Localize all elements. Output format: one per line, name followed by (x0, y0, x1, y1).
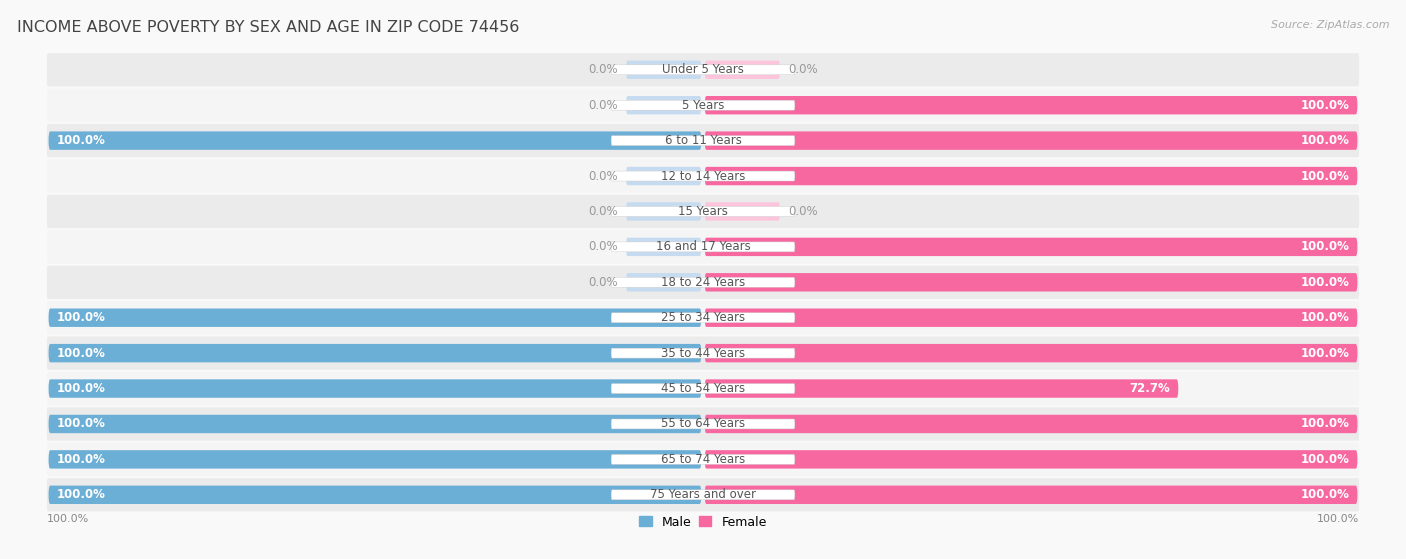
FancyBboxPatch shape (46, 443, 1360, 476)
Text: 72.7%: 72.7% (1129, 382, 1170, 395)
FancyBboxPatch shape (704, 238, 1357, 256)
FancyBboxPatch shape (612, 419, 794, 429)
FancyBboxPatch shape (46, 195, 1360, 228)
Text: 100.0%: 100.0% (1301, 169, 1350, 183)
Text: 100.0%: 100.0% (1301, 99, 1350, 112)
Text: 65 to 74 Years: 65 to 74 Years (661, 453, 745, 466)
FancyBboxPatch shape (704, 344, 1357, 362)
FancyBboxPatch shape (49, 486, 702, 504)
FancyBboxPatch shape (626, 273, 702, 291)
FancyBboxPatch shape (704, 309, 1357, 327)
FancyBboxPatch shape (626, 238, 702, 256)
Text: 0.0%: 0.0% (588, 169, 617, 183)
FancyBboxPatch shape (612, 65, 794, 75)
Text: 35 to 44 Years: 35 to 44 Years (661, 347, 745, 359)
Text: 12 to 14 Years: 12 to 14 Years (661, 169, 745, 183)
FancyBboxPatch shape (612, 136, 794, 145)
Text: 100.0%: 100.0% (56, 311, 105, 324)
FancyBboxPatch shape (612, 242, 794, 252)
Text: 16 and 17 Years: 16 and 17 Years (655, 240, 751, 253)
FancyBboxPatch shape (46, 301, 1360, 334)
Text: 100.0%: 100.0% (56, 418, 105, 430)
Text: 0.0%: 0.0% (588, 240, 617, 253)
FancyBboxPatch shape (612, 383, 794, 394)
FancyBboxPatch shape (46, 230, 1360, 263)
Text: 0.0%: 0.0% (588, 63, 617, 76)
Text: 6 to 11 Years: 6 to 11 Years (665, 134, 741, 147)
Text: 15 Years: 15 Years (678, 205, 728, 218)
FancyBboxPatch shape (612, 277, 794, 287)
Text: 0.0%: 0.0% (588, 205, 617, 218)
Text: 100.0%: 100.0% (1301, 418, 1350, 430)
FancyBboxPatch shape (46, 408, 1360, 440)
Text: Under 5 Years: Under 5 Years (662, 63, 744, 76)
Text: INCOME ABOVE POVERTY BY SEX AND AGE IN ZIP CODE 74456: INCOME ABOVE POVERTY BY SEX AND AGE IN Z… (17, 20, 519, 35)
FancyBboxPatch shape (46, 478, 1360, 511)
FancyBboxPatch shape (704, 450, 1357, 468)
FancyBboxPatch shape (704, 60, 780, 79)
FancyBboxPatch shape (612, 100, 794, 110)
FancyBboxPatch shape (626, 60, 702, 79)
Text: 25 to 34 Years: 25 to 34 Years (661, 311, 745, 324)
Text: 5 Years: 5 Years (682, 99, 724, 112)
Text: 100.0%: 100.0% (56, 134, 105, 147)
Legend: Male, Female: Male, Female (634, 510, 772, 533)
FancyBboxPatch shape (46, 337, 1360, 369)
FancyBboxPatch shape (49, 344, 702, 362)
Text: 100.0%: 100.0% (56, 382, 105, 395)
FancyBboxPatch shape (612, 348, 794, 358)
FancyBboxPatch shape (49, 450, 702, 468)
FancyBboxPatch shape (612, 454, 794, 465)
FancyBboxPatch shape (612, 171, 794, 181)
Text: 100.0%: 100.0% (1301, 453, 1350, 466)
Text: 45 to 54 Years: 45 to 54 Years (661, 382, 745, 395)
FancyBboxPatch shape (46, 88, 1360, 122)
FancyBboxPatch shape (612, 490, 794, 500)
FancyBboxPatch shape (49, 415, 702, 433)
FancyBboxPatch shape (626, 96, 702, 115)
Text: Source: ZipAtlas.com: Source: ZipAtlas.com (1271, 20, 1389, 30)
Text: 100.0%: 100.0% (1301, 276, 1350, 289)
Text: 0.0%: 0.0% (789, 63, 818, 76)
FancyBboxPatch shape (46, 124, 1360, 157)
Text: 100.0%: 100.0% (56, 489, 105, 501)
FancyBboxPatch shape (704, 486, 1357, 504)
Text: 100.0%: 100.0% (1317, 514, 1360, 524)
FancyBboxPatch shape (626, 167, 702, 185)
Text: 100.0%: 100.0% (56, 453, 105, 466)
FancyBboxPatch shape (704, 380, 1178, 398)
Text: 100.0%: 100.0% (56, 347, 105, 359)
FancyBboxPatch shape (704, 273, 1357, 291)
FancyBboxPatch shape (49, 309, 702, 327)
FancyBboxPatch shape (49, 380, 702, 398)
FancyBboxPatch shape (612, 312, 794, 323)
FancyBboxPatch shape (704, 96, 1357, 115)
FancyBboxPatch shape (49, 131, 702, 150)
FancyBboxPatch shape (46, 372, 1360, 405)
FancyBboxPatch shape (704, 167, 1357, 185)
Text: 55 to 64 Years: 55 to 64 Years (661, 418, 745, 430)
FancyBboxPatch shape (626, 202, 702, 221)
FancyBboxPatch shape (704, 202, 780, 221)
Text: 100.0%: 100.0% (46, 514, 89, 524)
Text: 100.0%: 100.0% (1301, 347, 1350, 359)
Text: 0.0%: 0.0% (789, 205, 818, 218)
FancyBboxPatch shape (704, 415, 1357, 433)
FancyBboxPatch shape (612, 206, 794, 216)
FancyBboxPatch shape (46, 159, 1360, 193)
FancyBboxPatch shape (46, 266, 1360, 299)
Text: 100.0%: 100.0% (1301, 134, 1350, 147)
FancyBboxPatch shape (704, 131, 1357, 150)
Text: 100.0%: 100.0% (1301, 311, 1350, 324)
Text: 75 Years and over: 75 Years and over (650, 489, 756, 501)
FancyBboxPatch shape (46, 53, 1360, 87)
Text: 0.0%: 0.0% (588, 276, 617, 289)
Text: 100.0%: 100.0% (1301, 489, 1350, 501)
Text: 0.0%: 0.0% (588, 99, 617, 112)
Text: 100.0%: 100.0% (1301, 240, 1350, 253)
Text: 18 to 24 Years: 18 to 24 Years (661, 276, 745, 289)
